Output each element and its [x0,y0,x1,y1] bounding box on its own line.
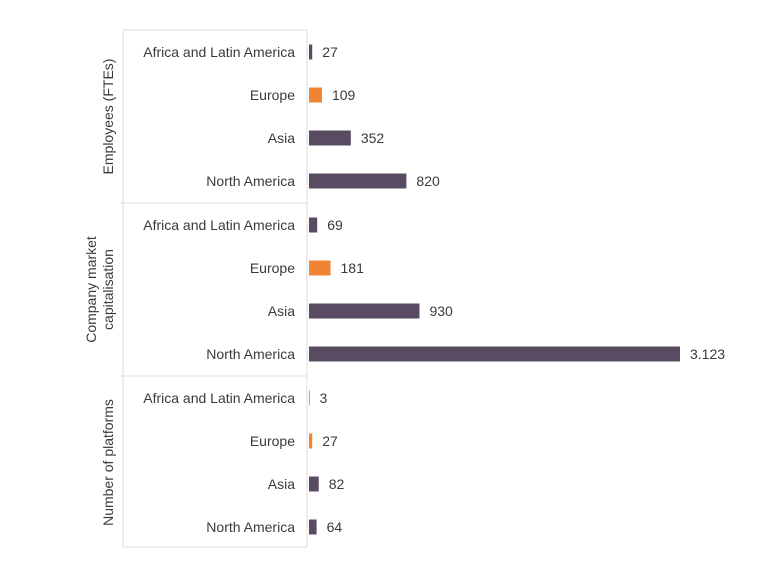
value-label: 930 [429,303,453,319]
category-label: North America [206,346,295,362]
value-label: 82 [329,476,345,492]
category-label: Africa and Latin America [143,44,295,60]
bar [309,433,313,449]
bar [309,519,317,535]
bar [309,260,331,276]
value-labels: 27 109 352 820 69 181 930 3.123 3 27 82 64 [320,44,726,535]
value-label: 3 [320,390,328,406]
group-label: Employees (FTEs) [100,59,116,175]
value-label: 27 [322,433,338,449]
bar [309,390,310,406]
bar [309,346,680,362]
category-labels: Africa and Latin America Europe Asia North … [143,44,295,535]
category-label: Africa and Latin America [143,390,295,406]
category-label: Europe [250,260,295,276]
axis-lines [121,29,308,548]
group-label: Company market [83,236,99,343]
category-label: Asia [268,303,295,319]
bar [309,217,318,233]
group-labels: Employees (FTEs) Company market capitalisa… [83,59,116,526]
category-label: Asia [268,476,295,492]
category-label: Africa and Latin America [143,217,295,233]
bar [309,476,319,492]
value-label: 181 [341,260,365,276]
value-label: 69 [327,217,343,233]
bar [309,87,322,103]
bars [309,44,680,535]
value-label: 109 [332,87,356,103]
category-label: Europe [250,433,295,449]
category-label: Europe [250,87,295,103]
value-label: 820 [416,173,440,189]
value-label: 3.123 [690,346,725,362]
group-label: capitalisation [100,249,116,330]
value-label: 64 [327,519,343,535]
value-label: 27 [322,44,338,60]
value-label: 352 [361,130,385,146]
bar [309,44,313,60]
category-label: Asia [268,130,295,146]
group-label: Number of platforms [100,399,116,526]
bar [309,130,351,146]
category-label: North America [206,173,295,189]
bar [309,303,420,319]
bar [309,173,407,189]
category-label: North America [206,519,295,535]
